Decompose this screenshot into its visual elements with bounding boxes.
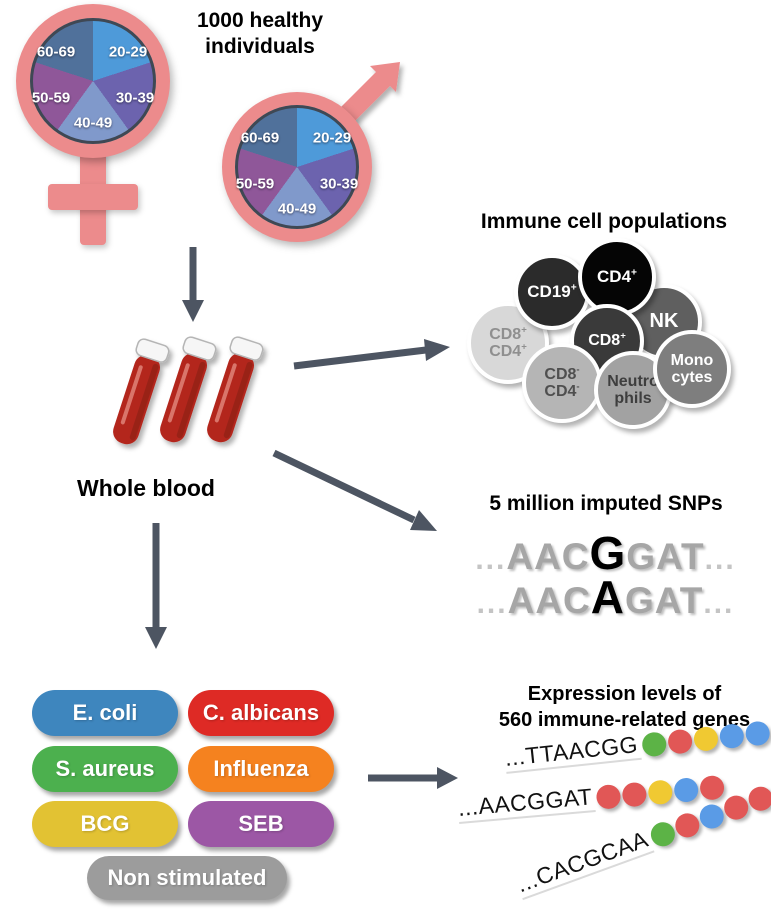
immune-cell-cd8ncd4n: CD8- CD4-: [522, 343, 602, 423]
female-symbol-icon: [16, 4, 170, 158]
whole-blood-label: Whole blood: [77, 475, 215, 501]
snp-sequence: ... AAC A GAT...: [440, 570, 771, 624]
immune-cell-label: CD4+: [489, 341, 527, 360]
immune-cell-label: CD8-: [544, 364, 580, 383]
age-slice-label: 30-39: [115, 89, 155, 107]
arrow-down-to-stimuli-icon: [145, 523, 167, 649]
gene-dot-green: [640, 730, 668, 758]
male-symbol-icon: [222, 92, 372, 242]
male-arrow-icon: [337, 62, 400, 125]
stimulus-pill-influenza: Influenza: [188, 746, 334, 792]
gene-dot-blue: [718, 722, 745, 749]
immune-populations-title: Immune cell populations: [480, 210, 728, 233]
snp-gray-letters: GAT: [625, 580, 704, 621]
gene-dot-red: [671, 809, 703, 841]
immune-cell-label: CD4-: [544, 381, 580, 400]
gene-dot-yellow: [647, 778, 674, 805]
immune-cell-label: NK: [649, 310, 679, 333]
age-slice-label: 50-59: [235, 175, 275, 193]
snp-gray-letters: GAT: [626, 536, 705, 577]
stimulus-pill-bcg: BCG: [32, 801, 178, 847]
immune-cell-label: Neutro: [607, 372, 659, 390]
snp-sequence: ... AAC G GAT...: [440, 526, 771, 580]
age-slice-label: 50-59: [31, 89, 71, 107]
arrow-to-snps-icon: [272, 449, 437, 531]
female-age-pie: [30, 18, 156, 144]
arrow-to-immune-icon: [293, 339, 450, 370]
arrow-down-to-blood-icon: [182, 247, 204, 322]
stimulus-pill-e-coli: E. coli: [32, 690, 178, 736]
immune-cell-label: CD8+: [489, 324, 527, 343]
immune-cell-cd4: CD4+: [578, 238, 656, 316]
stimulus-pill-s-aureus: S. aureus: [32, 746, 178, 792]
stimulus-pill-c-albicans: C. albicans: [188, 690, 334, 736]
arrow-to-expression-icon: [368, 767, 458, 789]
age-slice-label: 40-49: [73, 114, 113, 132]
age-slice-label: 20-29: [312, 129, 352, 147]
immune-cell-label: phils: [614, 390, 652, 407]
figure-title: 1000 healthy individuals: [196, 9, 324, 58]
snp-dots-letters: ...: [703, 587, 735, 620]
snp-gray-letters: AAC: [506, 536, 590, 577]
expression-title-line2: 560 immune-related genes: [498, 708, 751, 731]
age-slice-label: 60-69: [36, 43, 76, 61]
gene-dot-yellow: [692, 725, 719, 752]
snp-gray-letters: AAC: [507, 580, 591, 621]
gene-dot-red: [720, 791, 752, 823]
blood-tube: [106, 334, 266, 449]
immune-cell-label: Mono: [670, 351, 714, 369]
age-slice-label: 40-49: [277, 200, 317, 218]
age-slice-label: 60-69: [240, 129, 280, 147]
snp-dots-letters: ...: [475, 543, 507, 576]
expression-title-line1: Expression levels of: [527, 683, 722, 705]
gene-dot-red: [666, 727, 693, 755]
snp-dots-letters: ...: [476, 587, 508, 620]
snps-title: 5 million imputed SNPs: [489, 492, 723, 515]
snp-dots-letters: ...: [704, 543, 736, 576]
immune-cell-label: cytes: [671, 369, 713, 386]
age-slice-label: 20-29: [108, 43, 148, 61]
immune-cell-mono: Mono cytes: [653, 330, 731, 408]
age-slice-label: 30-39: [319, 175, 359, 193]
expression-title: Expression levels of 560 immune-related …: [478, 682, 771, 733]
gene-dot-red: [744, 782, 771, 814]
gene-dot-blue: [696, 800, 727, 832]
immune-cell-label: CD8+: [588, 331, 626, 350]
immune-cell-label: CD4+: [597, 266, 637, 286]
stimulus-pill-seb: SEB: [188, 801, 334, 847]
snp-var-letters: A: [590, 571, 626, 623]
gene-dot-blue: [673, 776, 700, 803]
gene-dot-red: [621, 781, 648, 808]
gene-dot-blue: [744, 719, 771, 747]
gene-dot-red: [595, 783, 622, 810]
stimulus-pill-non-stimulated: Non stimulated: [87, 856, 287, 900]
immune-cell-label: CD19+: [527, 281, 577, 301]
male-age-pie: [235, 105, 359, 229]
female-symbol-crossbar: [48, 184, 138, 210]
snp-var-letters: G: [589, 527, 627, 579]
